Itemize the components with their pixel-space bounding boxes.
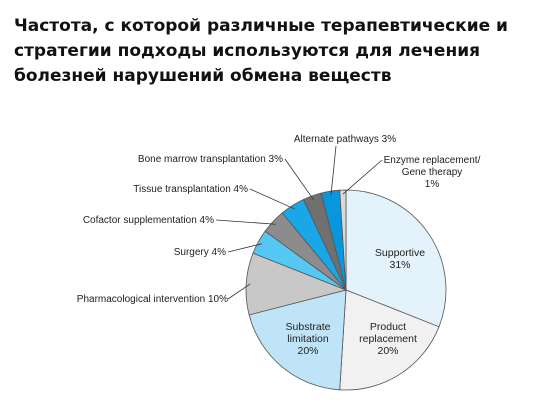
slice-label-line: 1% <box>425 179 440 190</box>
leader-lines <box>215 145 383 300</box>
slice-label-line: Tissue transplantation 4% <box>133 184 248 195</box>
slice-label-line: Cofactor supplementation 4% <box>83 215 214 226</box>
slice-label-line: Enzyme replacement/ <box>384 155 481 166</box>
slice-label-line: Product <box>370 321 406 333</box>
slice-label-line: Surgery 4% <box>174 247 226 258</box>
slice-label-substrate-limitation: Substrate limitation 20% <box>286 321 331 357</box>
slice-label-alternate-pathways: Alternate pathways 3% <box>294 134 396 145</box>
leader-line-tissue-transplantation <box>249 188 295 210</box>
slice-label-line: Alternate pathways 3% <box>294 134 396 145</box>
slice-label-product-replacement: Product replacement 20% <box>359 321 417 357</box>
slice-labels: Supportive 31%Product replacement 20%Substr… <box>77 134 481 357</box>
leader-line-surgery <box>227 243 262 253</box>
slice-label-line: Gene therapy <box>402 167 463 178</box>
slice-label-pharmacological-intervention: Pharmacological intervention 10% <box>77 294 228 305</box>
slice-label-line: Bone marrow transplantation 3% <box>138 154 283 165</box>
slice-label-tissue-transplantation: Tissue transplantation 4% <box>133 184 248 195</box>
slice-label-bone-marrow-transplantation: Bone marrow transplantation 3% <box>138 154 283 165</box>
leader-line-enzyme-replacement-gene-therapy <box>342 159 383 195</box>
slice-enzyme-replacement-gene-therapy <box>339 189 347 291</box>
leader-line-alternate-pathways <box>330 145 337 196</box>
slice-label-supportive: Supportive 31% <box>375 247 425 271</box>
slice-label-line: 31% <box>389 259 410 271</box>
page-title: Частота, с которой различные терапевтиче… <box>14 14 534 89</box>
title-line-3: болезней нарушений обмена веществ <box>14 66 392 86</box>
leader-line-cofactor-supplementation <box>215 219 277 225</box>
slice-label-surgery: Surgery 4% <box>174 247 226 258</box>
pie-slices <box>245 189 447 391</box>
title-line-2: стратегии подходы используются для лечен… <box>14 41 481 61</box>
slice-label-line: replacement <box>359 333 417 345</box>
slice-label-line: limitation <box>287 333 329 345</box>
slice-label-line: 20% <box>297 345 318 357</box>
slice-label-line: Substrate <box>286 321 331 333</box>
leader-line-pharmacological-intervention <box>227 283 251 300</box>
slice-label-cofactor-supplementation: Cofactor supplementation 4% <box>83 215 214 226</box>
leader-line-bone-marrow-transplantation <box>284 158 314 200</box>
title-line-1: Частота, с которой различные терапевтиче… <box>14 16 508 36</box>
slice-label-line: Supportive <box>375 247 425 259</box>
slice-label-line: Pharmacological intervention 10% <box>77 294 228 305</box>
slice-substrate-limitation <box>248 289 347 391</box>
slice-label-line: 20% <box>377 345 398 357</box>
slice-label-enzyme-replacement-gene-therapy: Enzyme replacement/Gene therapy 1% <box>384 155 481 190</box>
slice-supportive <box>345 189 447 328</box>
slice-product-replacement <box>339 289 440 391</box>
